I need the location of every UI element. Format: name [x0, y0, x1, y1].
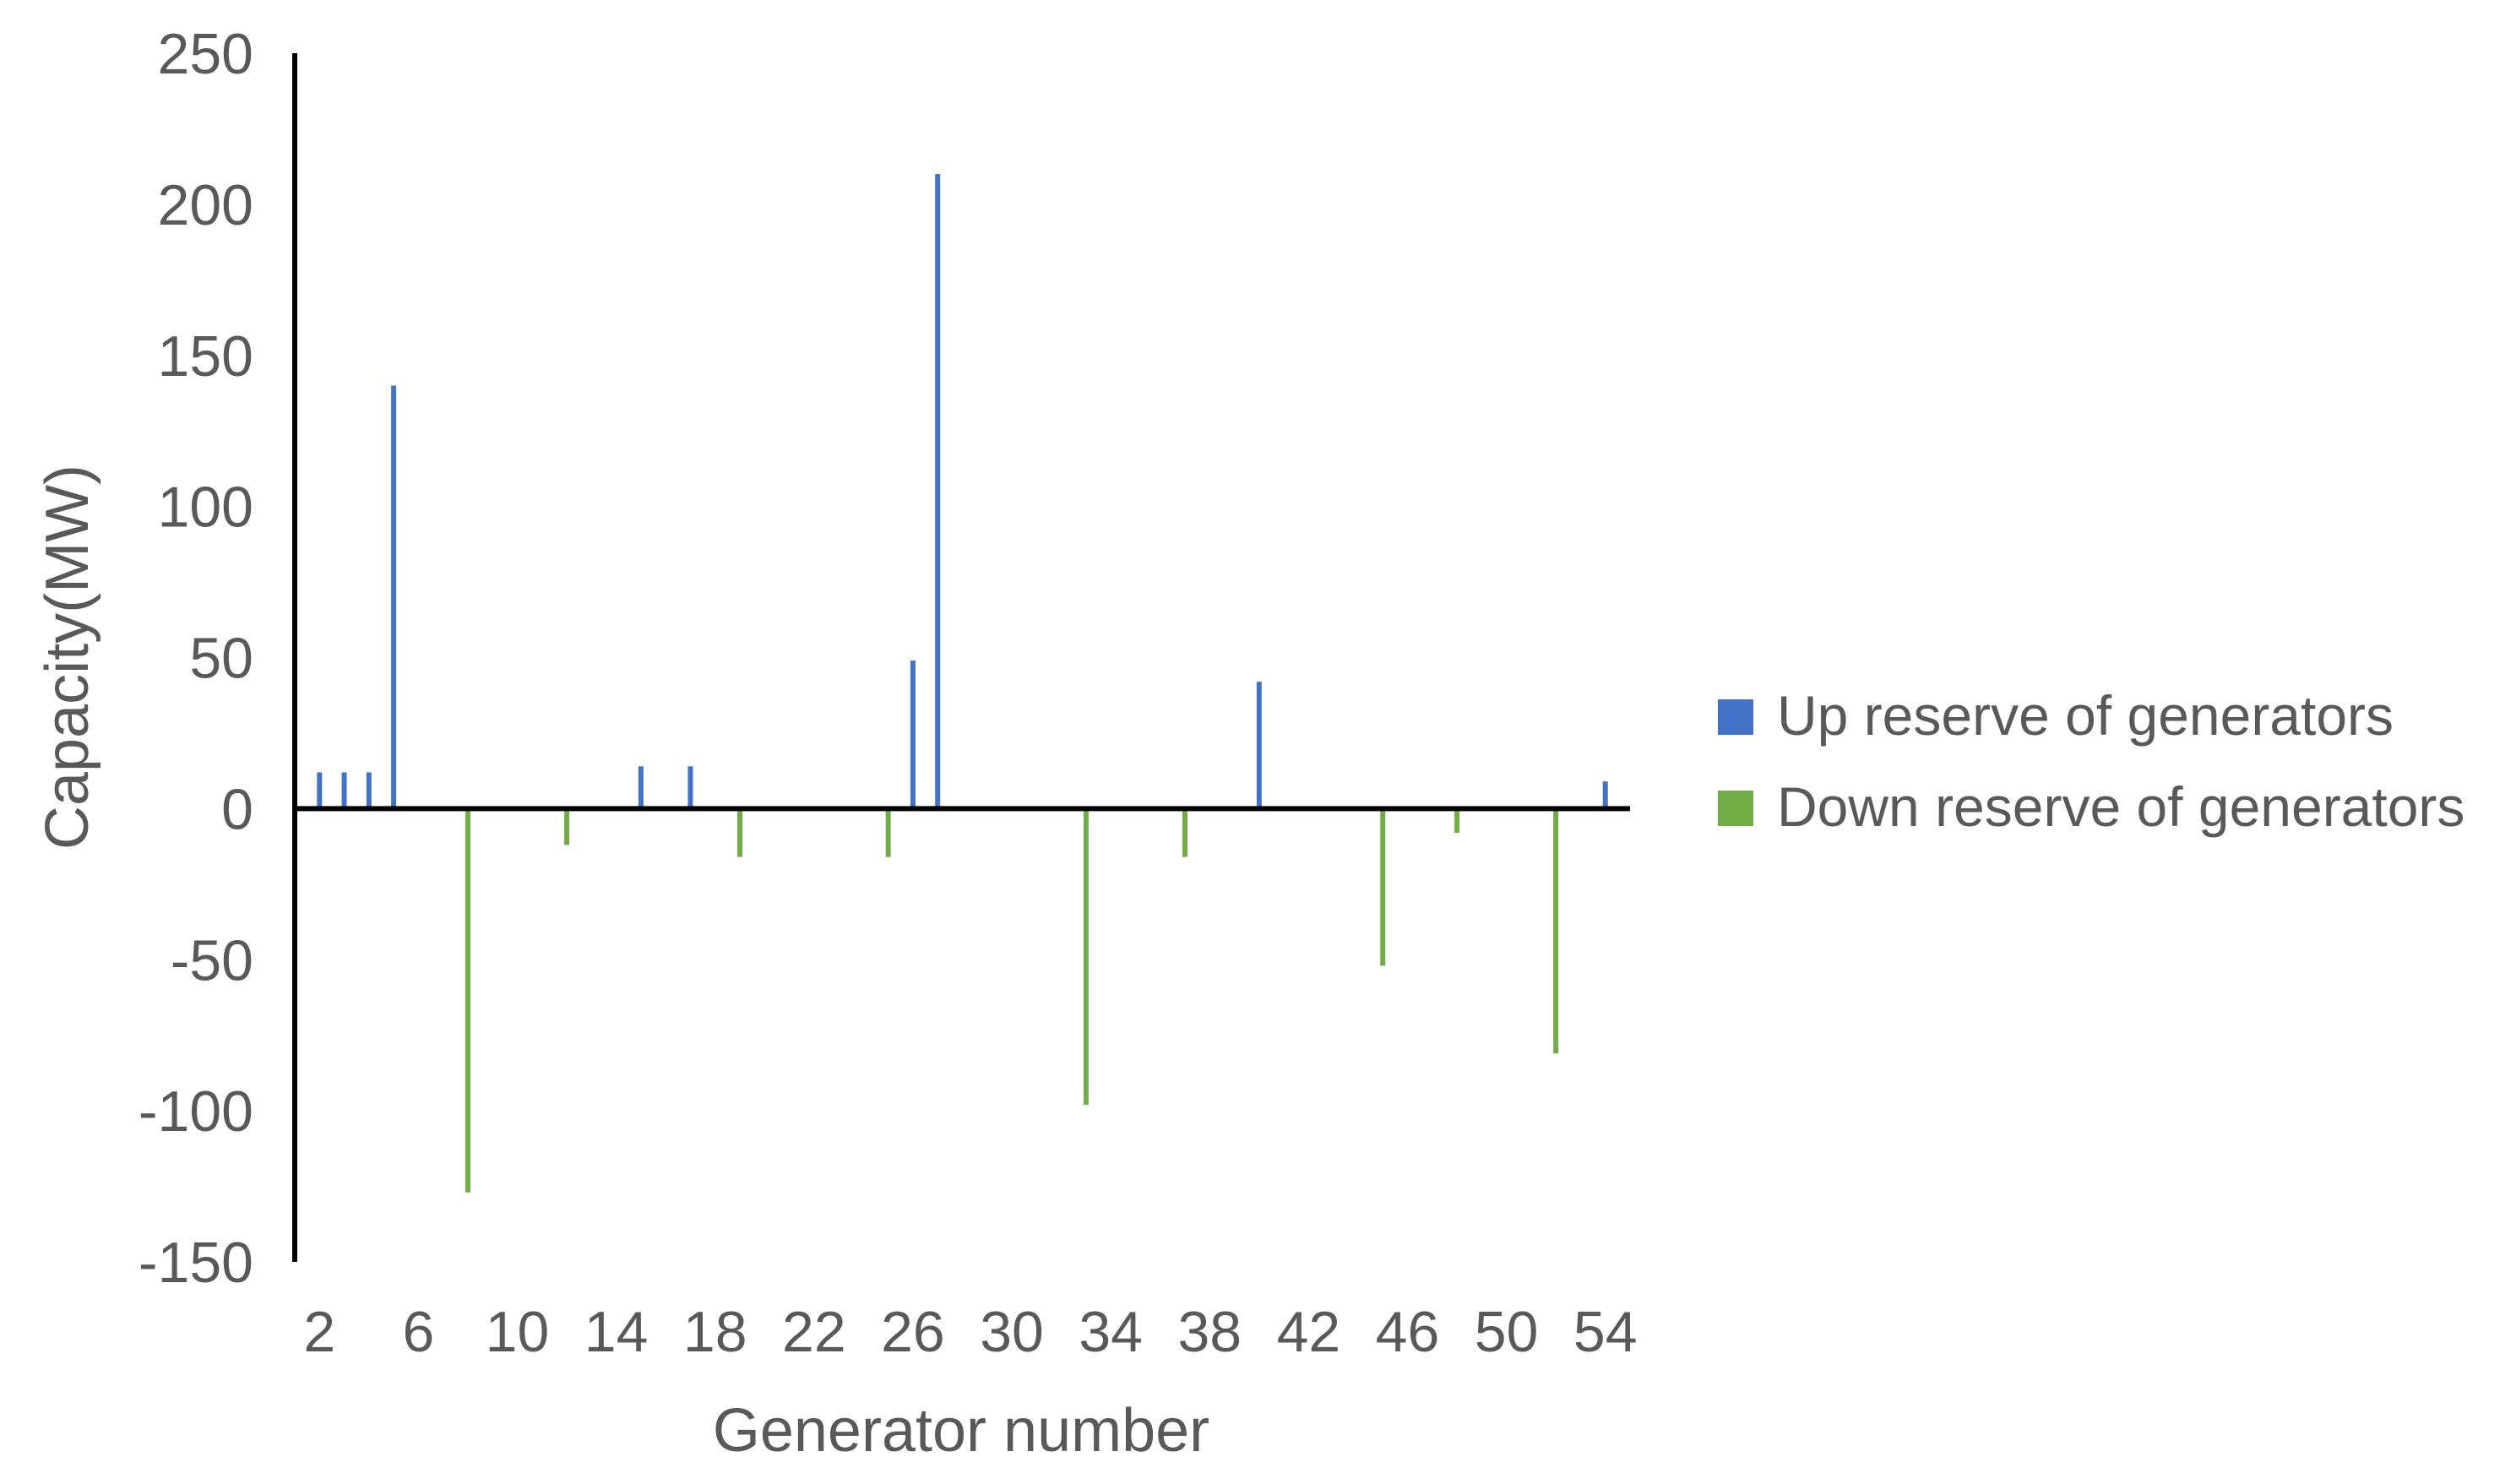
bars — [317, 174, 1608, 1193]
x-tick-label: 42 — [1277, 1300, 1341, 1364]
legend: Up reserve of generators Down reserve of … — [1718, 684, 2464, 838]
axes — [292, 53, 1630, 1262]
legend-swatch — [1718, 791, 1753, 826]
x-tick-labels: 2 6 10 14 18 22 26 30 34 38 42 46 50 54 — [303, 1300, 1637, 1364]
bar-down-reserve — [885, 808, 891, 857]
bar-up-reserve — [1602, 781, 1608, 809]
bar-down-reserve — [465, 808, 470, 1193]
bar-up-reserve — [317, 772, 323, 809]
bar-up-reserve — [935, 174, 941, 809]
bar-down-reserve — [1083, 808, 1089, 1105]
bar-up-reserve — [638, 766, 644, 809]
x-tick-label: 18 — [683, 1300, 747, 1364]
x-tick-label: 54 — [1573, 1300, 1638, 1364]
y-tick-label: 150 — [158, 324, 253, 389]
bar-down-reserve — [564, 808, 570, 845]
x-tick-label: 22 — [782, 1300, 846, 1364]
legend-label: Up reserve of generators — [1777, 684, 2394, 747]
x-tick-label: 50 — [1475, 1300, 1539, 1364]
x-axis-label: Generator number — [713, 1397, 1209, 1465]
bar-up-reserve — [341, 772, 347, 809]
x-tick-label: 34 — [1079, 1300, 1143, 1364]
bar-down-reserve — [1380, 808, 1386, 966]
legend-swatch — [1718, 699, 1753, 735]
x-tick-label: 30 — [980, 1300, 1044, 1364]
y-tick-label: 250 — [158, 22, 253, 86]
y-tick-label: -150 — [139, 1231, 253, 1295]
legend-label: Down reserve of generators — [1777, 775, 2464, 838]
x-tick-label: 6 — [402, 1300, 434, 1364]
bar-down-reserve — [1553, 808, 1559, 1054]
bar-up-reserve — [366, 772, 372, 809]
x-tick-label: 14 — [584, 1300, 649, 1364]
x-tick-label: 38 — [1177, 1300, 1242, 1364]
x-tick-label: 10 — [486, 1300, 550, 1364]
y-tick-label: 50 — [189, 627, 253, 691]
y-tick-label: -100 — [139, 1079, 253, 1144]
y-tick-labels: 250 200 150 100 50 0 -50 -100 -150 — [139, 22, 253, 1295]
bar-down-reserve — [1182, 808, 1187, 857]
bar-up-reserve — [910, 660, 916, 809]
x-tick-label: 2 — [303, 1300, 335, 1364]
bar-down-reserve — [737, 808, 742, 857]
y-axis-label: Capacity(MW) — [34, 465, 101, 850]
x-tick-label: 46 — [1376, 1300, 1440, 1364]
bar-up-reserve — [391, 385, 397, 809]
bar-up-reserve — [687, 766, 693, 809]
y-tick-label: 100 — [158, 476, 253, 540]
bar-down-reserve — [1454, 808, 1460, 833]
y-tick-label: -50 — [171, 928, 253, 992]
x-tick-label: 26 — [881, 1300, 945, 1364]
bar-up-reserve — [1256, 682, 1262, 809]
y-tick-label: 200 — [158, 173, 253, 237]
y-tick-label: 0 — [221, 777, 253, 841]
